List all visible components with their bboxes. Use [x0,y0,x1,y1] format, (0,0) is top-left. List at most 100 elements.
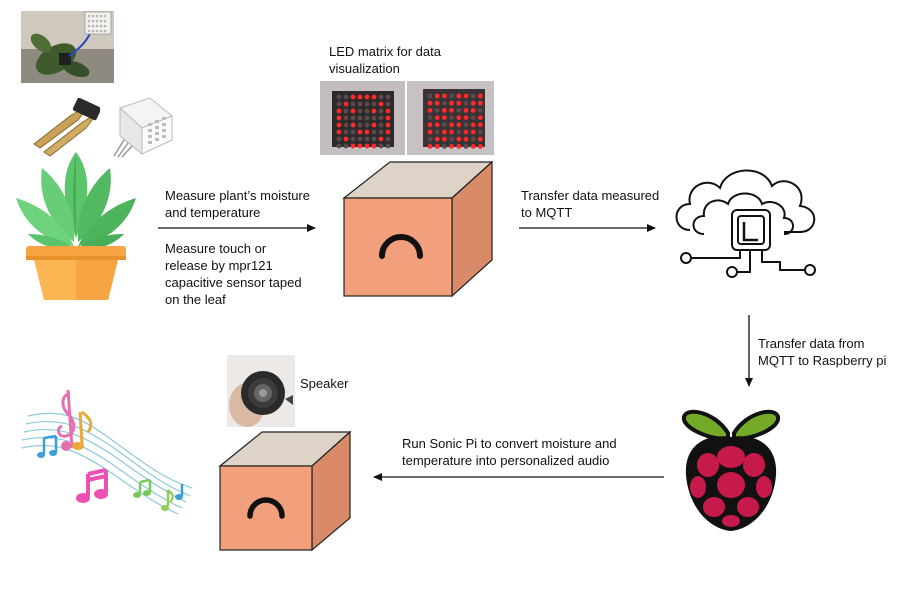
led-dot [350,129,356,135]
led-dot [357,101,363,107]
led-dot [456,100,462,106]
led-dot [343,136,349,142]
measure-moisture-label: Measure plant’s moisture and temperature [165,187,325,221]
led-dot [434,108,440,113]
led-dot [449,144,454,149]
led-dot [378,136,384,142]
dht-temperature-sensor [106,96,176,158]
led-dot [343,122,349,128]
led-dot [478,144,483,149]
led-dot [350,136,356,142]
led-dot [463,129,469,135]
led-dot [343,115,349,121]
measure-touch-line-1: Measure touch or [165,241,267,256]
led-dot [463,122,469,128]
led-dot [336,115,342,121]
led-dot [470,136,476,142]
led-matrix-line-1: LED matrix for data [329,44,441,59]
cloud-computing-icon [668,160,828,290]
led-dot [434,136,440,142]
led-dot [385,122,391,128]
measure-moisture-line-1: Measure plant’s moisture [165,188,310,203]
led-dot [364,108,370,114]
led-dot [371,101,377,107]
led-dot [449,108,454,113]
led-dot [478,108,483,113]
led-dot [350,94,356,100]
led-matrix-photo-1 [320,81,405,155]
led-dot [336,101,342,107]
led-dot [442,129,447,135]
led-dot [336,108,342,114]
led-dot [343,94,349,100]
led-dot [350,143,356,149]
measure-touch-label: Measure touch or release by mpr121 capac… [165,240,325,308]
led-dot [364,136,370,142]
led-dot [442,100,447,106]
led-dot [364,94,370,100]
led-dot [470,93,476,99]
led-dot [357,129,363,135]
led-dot [385,115,391,121]
led-dot [378,108,384,114]
microcontroller-box-bottom [216,428,356,554]
led-dot [442,144,447,149]
led-dot [434,115,440,120]
led-dot [350,122,356,128]
led-dot [463,93,469,99]
measure-moisture-line-2: and temperature [165,205,261,220]
led-dot [434,122,440,128]
led-dot [364,115,370,121]
led-dot [470,122,476,128]
led-dot [470,115,476,120]
led-dot [478,93,483,99]
led-dot [449,129,454,135]
led-dot [456,93,462,99]
led-dot [336,94,342,100]
transfer-mqtt-label: Transfer data measured to MQTT [521,187,671,221]
led-dot [357,115,363,121]
led-matrix-line-2: visualization [329,61,400,76]
led-dot [371,122,377,128]
led-dot [343,101,349,107]
led-dot [336,136,342,142]
led-dot [442,108,447,113]
transfer-pi-line-2: MQTT to Raspberry pi [758,353,887,368]
measure-touch-line-4: on the leaf [165,292,226,307]
microcontroller-box-top [340,158,500,298]
led-dot [357,136,363,142]
led-dot [371,94,377,100]
led-dot [343,108,349,114]
led-dot [364,122,370,128]
led-dot [357,108,363,114]
led-dot [350,115,356,121]
soil-moisture-sensor [20,97,102,158]
led-dot [371,115,377,121]
led-dot [478,136,483,142]
led-dot [427,122,433,128]
led-dot [463,136,469,142]
led-dot [449,136,454,142]
led-matrix-photo-2 [407,81,494,155]
led-dot [463,115,469,120]
raspberry-pi-logo [676,405,786,535]
led-matrix-label: LED matrix for data visualization [329,43,489,77]
led-dot [378,129,384,135]
led-dot [478,115,483,120]
led-dot [350,108,356,114]
led-dot [385,101,391,107]
leaf-sensor-photo [21,11,114,83]
led-dot [449,122,454,128]
led-dot [470,129,476,135]
led-dot [343,129,349,135]
led-dot [470,100,476,106]
led-dot [434,93,440,99]
led-dot [385,108,391,114]
led-dot [371,129,377,135]
led-dot [427,136,433,142]
measure-touch-line-2: release by mpr121 [165,258,273,273]
led-dot [371,108,377,114]
led-dot [427,144,433,149]
led-dot [378,115,384,121]
